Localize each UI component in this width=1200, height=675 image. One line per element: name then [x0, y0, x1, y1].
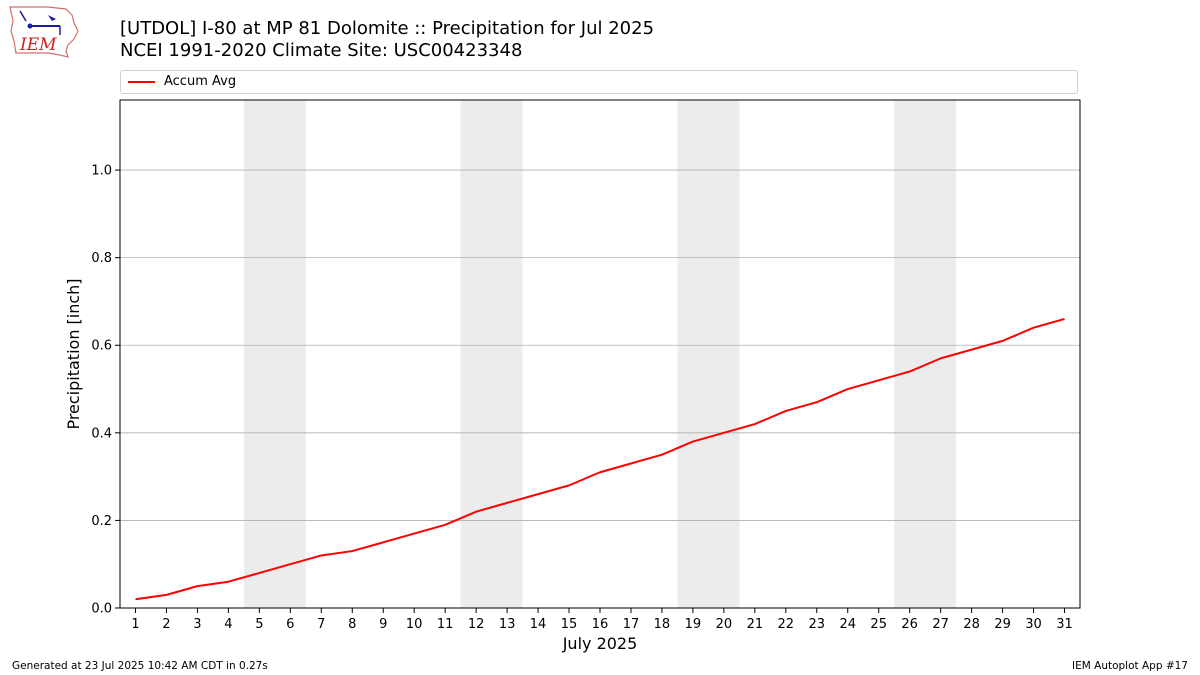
x-tick-label: 20 [716, 617, 733, 632]
x-axis-label: July 2025 [562, 634, 638, 653]
x-tick-label: 25 [870, 617, 887, 632]
x-tick-label: 12 [468, 617, 485, 632]
chart-subtitle: NCEI 1991-2020 Climate Site: USC00423348 [120, 40, 523, 61]
x-tick-label: 9 [379, 617, 387, 632]
y-axis-label: Precipitation [inch] [64, 278, 83, 429]
x-tick-label: 5 [255, 617, 263, 632]
footer-generated: Generated at 23 Jul 2025 10:42 AM CDT in… [12, 660, 268, 672]
x-tick-label: 17 [623, 617, 640, 632]
x-tick-label: 4 [224, 617, 232, 632]
x-tick-label: 11 [437, 617, 454, 632]
x-tick-label: 1 [131, 617, 139, 632]
x-tick-label: 15 [561, 617, 578, 632]
footer-app: IEM Autoplot App #17 [1072, 660, 1188, 672]
logo-text: IEM [19, 35, 57, 55]
y-tick-label: 0.6 [91, 339, 112, 354]
weekend-band-1 [243, 100, 306, 608]
iem-logo: IEM [9, 6, 79, 58]
y-tick-label: 1.0 [91, 164, 112, 179]
x-tick-label: 27 [932, 617, 949, 632]
x-tick-label: 16 [592, 617, 609, 632]
x-tick-label: 7 [317, 617, 325, 632]
legend-line-swatch [128, 81, 155, 83]
x-tick-label: 3 [193, 617, 201, 632]
x-tick-label: 18 [654, 617, 671, 632]
weekend-band-2 [460, 100, 523, 608]
weekend-band-4 [894, 100, 957, 608]
x-tick-label: 13 [499, 617, 516, 632]
x-tick-label: 24 [839, 617, 856, 632]
series-line-accum-avg [135, 318, 1065, 601]
x-tick-label: 21 [747, 617, 764, 632]
x-tick-label: 22 [778, 617, 795, 632]
x-tick-label: 29 [994, 617, 1011, 632]
x-tick-label: 10 [406, 617, 423, 632]
x-tick-label: 6 [286, 617, 294, 632]
y-tick-label: 0.8 [91, 251, 112, 266]
legend: Accum Avg [120, 70, 1078, 94]
x-tick-label: 23 [809, 617, 826, 632]
plot-frame [119, 99, 1081, 609]
x-tick-label: 2 [162, 617, 170, 632]
legend-label-accum-avg: Accum Avg [164, 74, 237, 89]
x-tick-label: 19 [685, 617, 702, 632]
y-tick-label: 0.2 [91, 514, 112, 529]
x-tick-label: 26 [901, 617, 918, 632]
x-tick-label: 14 [530, 617, 547, 632]
y-tick-label: 0.4 [91, 426, 112, 441]
x-tick-label: 31 [1056, 617, 1073, 632]
x-tick-label: 8 [348, 617, 356, 632]
chart-title: [UTDOL] I-80 at MP 81 Dolomite :: Precip… [120, 18, 655, 39]
x-tick-label: 30 [1025, 617, 1042, 632]
x-tick-label: 28 [963, 617, 980, 632]
weekend-band-3 [677, 100, 740, 608]
y-tick-label: 0.0 [91, 602, 112, 617]
